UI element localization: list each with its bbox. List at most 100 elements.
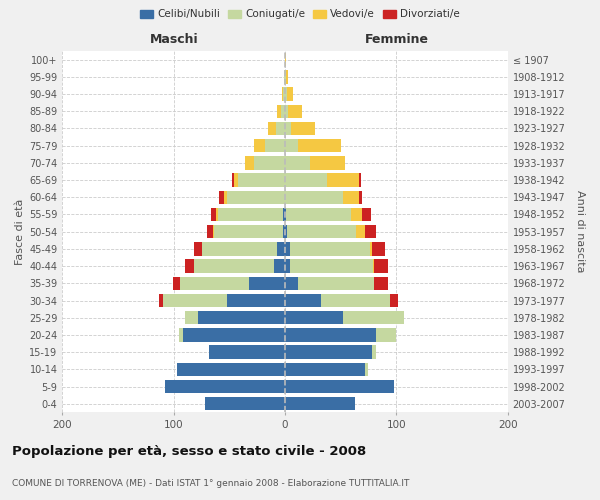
- Bar: [310, 156, 345, 170]
- Bar: [365, 362, 368, 376]
- Bar: [370, 242, 372, 256]
- Bar: [177, 362, 285, 376]
- Bar: [285, 174, 328, 187]
- Bar: [285, 362, 365, 376]
- Bar: [285, 260, 290, 273]
- Bar: [209, 346, 285, 359]
- Bar: [285, 70, 286, 84]
- Legend: Celibi/Nubili, Coniugati/e, Vedovi/e, Divorziati/e: Celibi/Nubili, Coniugati/e, Vedovi/e, Di…: [136, 5, 464, 24]
- Bar: [238, 174, 285, 187]
- Bar: [179, 328, 182, 342]
- Bar: [285, 294, 321, 307]
- Bar: [359, 190, 362, 204]
- Bar: [227, 294, 285, 307]
- Bar: [285, 397, 355, 410]
- Bar: [285, 208, 286, 221]
- Bar: [285, 380, 394, 394]
- Bar: [250, 276, 285, 290]
- Bar: [285, 104, 289, 118]
- Bar: [285, 88, 287, 101]
- Bar: [202, 242, 277, 256]
- Bar: [213, 225, 214, 238]
- Bar: [285, 139, 298, 152]
- Bar: [232, 174, 234, 187]
- Bar: [274, 260, 285, 273]
- Bar: [298, 276, 374, 290]
- Bar: [372, 242, 385, 256]
- Text: COMUNE DI TORRENOVA (ME) - Dati ISTAT 1° gennaio 2008 - Elaborazione TUTTITALIA.: COMUNE DI TORRENOVA (ME) - Dati ISTAT 1°…: [12, 478, 409, 488]
- Bar: [283, 225, 285, 238]
- Bar: [173, 276, 181, 290]
- Bar: [285, 311, 343, 324]
- Bar: [163, 294, 227, 307]
- Y-axis label: Fasce di età: Fasce di età: [15, 198, 25, 265]
- Bar: [211, 208, 216, 221]
- Bar: [277, 104, 281, 118]
- Bar: [287, 225, 356, 238]
- Bar: [276, 122, 285, 135]
- Bar: [374, 260, 388, 273]
- Bar: [290, 122, 315, 135]
- Bar: [321, 294, 390, 307]
- Bar: [374, 276, 388, 290]
- Bar: [254, 156, 285, 170]
- Bar: [159, 294, 163, 307]
- Bar: [224, 190, 227, 204]
- Bar: [285, 225, 287, 238]
- Bar: [284, 70, 285, 84]
- Text: Femmine: Femmine: [364, 33, 428, 46]
- Bar: [285, 156, 310, 170]
- Bar: [285, 346, 372, 359]
- Bar: [165, 380, 285, 394]
- Bar: [351, 208, 362, 221]
- Bar: [218, 208, 283, 221]
- Bar: [373, 260, 374, 273]
- Bar: [234, 174, 238, 187]
- Bar: [198, 311, 285, 324]
- Bar: [286, 208, 351, 221]
- Bar: [343, 190, 359, 204]
- Text: Popolazione per età, sesso e stato civile - 2008: Popolazione per età, sesso e stato civil…: [12, 444, 366, 458]
- Bar: [285, 122, 290, 135]
- Bar: [281, 104, 285, 118]
- Bar: [283, 88, 285, 101]
- Bar: [216, 208, 218, 221]
- Bar: [290, 242, 370, 256]
- Bar: [285, 242, 290, 256]
- Bar: [265, 139, 285, 152]
- Bar: [268, 122, 276, 135]
- Bar: [194, 242, 202, 256]
- Bar: [227, 190, 285, 204]
- Bar: [283, 208, 285, 221]
- Bar: [356, 225, 365, 238]
- Bar: [287, 88, 293, 101]
- Bar: [290, 260, 373, 273]
- Bar: [343, 311, 404, 324]
- Bar: [207, 225, 213, 238]
- Bar: [285, 328, 376, 342]
- Bar: [182, 328, 285, 342]
- Bar: [376, 328, 397, 342]
- Bar: [328, 174, 359, 187]
- Bar: [286, 70, 289, 84]
- Bar: [254, 139, 265, 152]
- Bar: [285, 190, 343, 204]
- Bar: [185, 311, 198, 324]
- Bar: [181, 276, 250, 290]
- Bar: [362, 208, 371, 221]
- Bar: [298, 139, 341, 152]
- Bar: [372, 346, 376, 359]
- Bar: [214, 225, 283, 238]
- Bar: [277, 242, 285, 256]
- Bar: [289, 104, 302, 118]
- Bar: [390, 294, 398, 307]
- Bar: [359, 174, 361, 187]
- Bar: [245, 156, 254, 170]
- Text: Maschi: Maschi: [149, 33, 198, 46]
- Y-axis label: Anni di nascita: Anni di nascita: [575, 190, 585, 273]
- Bar: [220, 190, 224, 204]
- Bar: [185, 260, 194, 273]
- Bar: [285, 53, 286, 66]
- Bar: [285, 276, 298, 290]
- Bar: [194, 260, 274, 273]
